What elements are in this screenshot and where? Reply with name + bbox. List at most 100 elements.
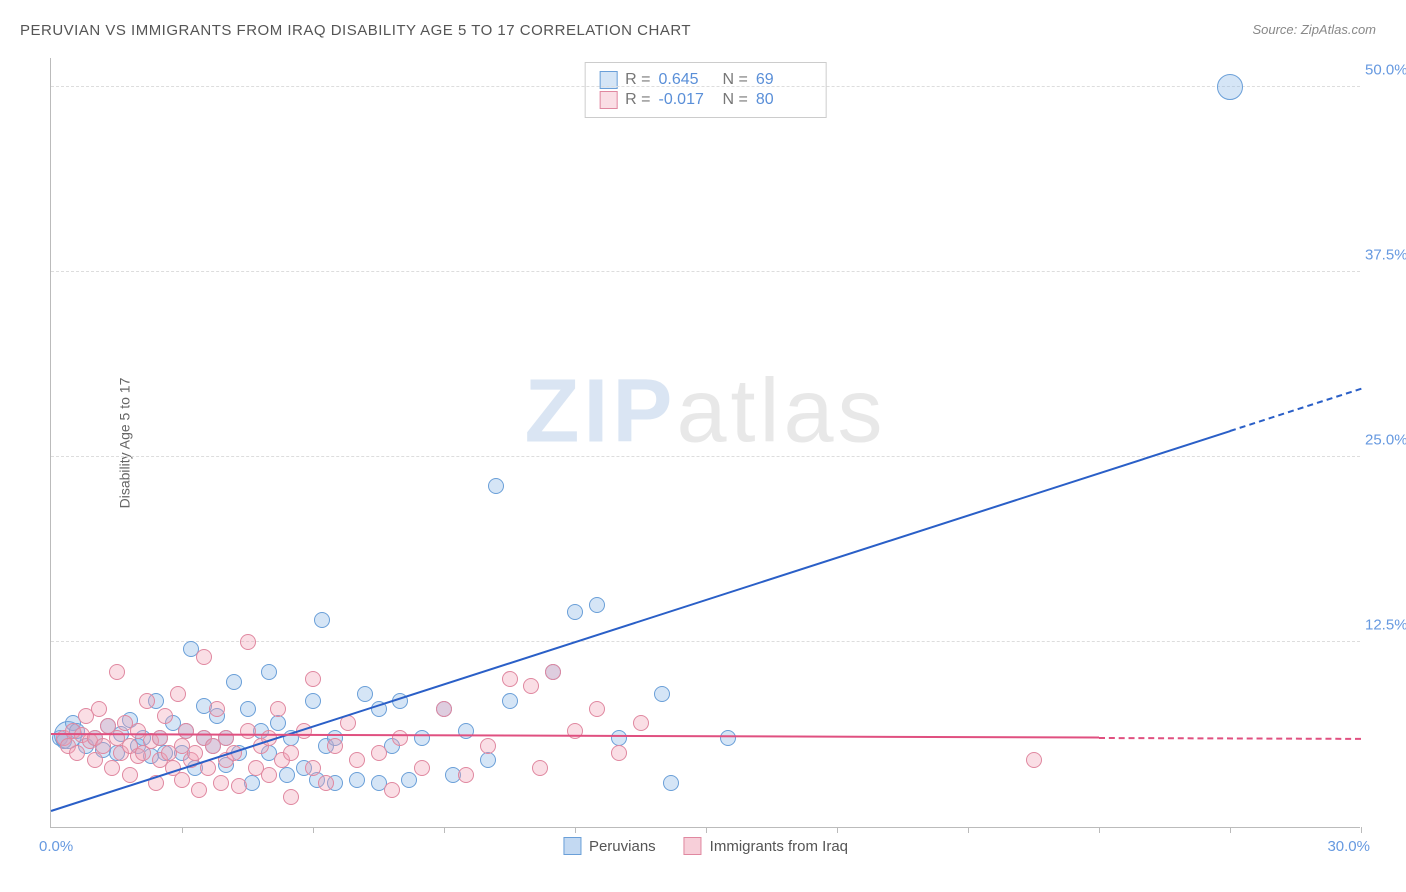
swatch-b (599, 91, 617, 109)
data-point (178, 723, 194, 739)
data-point (191, 782, 207, 798)
data-point (633, 715, 649, 731)
data-point (436, 701, 452, 717)
x-tick (182, 827, 183, 833)
data-point (270, 701, 286, 717)
x-max-label: 30.0% (1327, 838, 1370, 855)
x-min-label: 0.0% (39, 838, 73, 855)
data-point (532, 760, 548, 776)
trend-line (51, 430, 1231, 812)
data-point (663, 775, 679, 791)
data-point (261, 664, 277, 680)
data-point (187, 745, 203, 761)
x-tick (313, 827, 314, 833)
r-label: R = (625, 91, 650, 109)
data-point (545, 664, 561, 680)
legend-label: Peruvians (589, 838, 656, 855)
watermark: ZIPatlas (524, 360, 886, 463)
data-point (270, 715, 286, 731)
data-point (371, 745, 387, 761)
x-tick (575, 827, 576, 833)
data-point (283, 789, 299, 805)
chart-title: PERUVIAN VS IMMIGRANTS FROM IRAQ DISABIL… (20, 22, 691, 39)
data-point (218, 730, 234, 746)
swatch-a (563, 837, 581, 855)
data-point (384, 782, 400, 798)
data-point (523, 678, 539, 694)
n-label: N = (723, 91, 748, 109)
watermark-light: atlas (676, 361, 886, 461)
y-tick-label: 37.5% (1365, 246, 1406, 263)
data-point (611, 730, 627, 746)
data-point (480, 752, 496, 768)
data-point (261, 767, 277, 783)
legend-item: Immigrants from Iraq (684, 837, 848, 855)
data-point (305, 693, 321, 709)
data-point (589, 597, 605, 613)
data-point (349, 752, 365, 768)
x-tick (706, 827, 707, 833)
data-point (109, 664, 125, 680)
data-point (392, 730, 408, 746)
data-point (502, 693, 518, 709)
data-point (349, 772, 365, 788)
data-point (1217, 74, 1243, 100)
data-point (91, 701, 107, 717)
data-point (209, 701, 225, 717)
data-point (502, 671, 518, 687)
data-point (240, 634, 256, 650)
data-point (480, 738, 496, 754)
data-point (283, 745, 299, 761)
data-point (305, 760, 321, 776)
x-tick (837, 827, 838, 833)
correlation-legend: R = 0.645 N = 69 R = -0.017 N = 80 (584, 62, 827, 118)
r-value-b: -0.017 (659, 91, 715, 109)
gridline (51, 271, 1360, 272)
x-tick (968, 827, 969, 833)
data-point (157, 708, 173, 724)
data-point (196, 649, 212, 665)
data-point (279, 767, 295, 783)
gridline (51, 86, 1360, 87)
data-point (69, 745, 85, 761)
data-point (240, 723, 256, 739)
x-tick (1099, 827, 1100, 833)
y-tick-label: 25.0% (1365, 431, 1406, 448)
legend-row: R = -0.017 N = 80 (599, 91, 812, 109)
data-point (720, 730, 736, 746)
n-value-b: 80 (756, 91, 812, 109)
data-point (589, 701, 605, 717)
data-point (357, 686, 373, 702)
data-point (305, 671, 321, 687)
data-point (458, 767, 474, 783)
gridline (51, 456, 1360, 457)
data-point (226, 674, 242, 690)
data-point (414, 730, 430, 746)
watermark-bold: ZIP (524, 361, 676, 461)
data-point (567, 604, 583, 620)
swatch-b (684, 837, 702, 855)
data-point (213, 775, 229, 791)
data-point (654, 686, 670, 702)
plot-area: Disability Age 5 to 17 ZIPatlas R = 0.64… (50, 58, 1360, 828)
data-point (318, 775, 334, 791)
data-point (401, 772, 417, 788)
trend-line (1099, 737, 1361, 740)
trend-line (1230, 388, 1362, 432)
data-point (231, 778, 247, 794)
data-point (240, 701, 256, 717)
legend-item: Peruvians (563, 837, 656, 855)
y-tick-label: 12.5% (1365, 616, 1406, 633)
data-point (122, 767, 138, 783)
data-point (104, 760, 120, 776)
data-point (170, 686, 186, 702)
x-tick (444, 827, 445, 833)
data-point (174, 772, 190, 788)
source-label: Source: ZipAtlas.com (1252, 22, 1376, 37)
data-point (314, 612, 330, 628)
y-axis-label: Disability Age 5 to 17 (116, 377, 132, 508)
data-point (1026, 752, 1042, 768)
series-legend: Peruvians Immigrants from Iraq (563, 837, 848, 855)
legend-label: Immigrants from Iraq (710, 838, 848, 855)
data-point (139, 693, 155, 709)
